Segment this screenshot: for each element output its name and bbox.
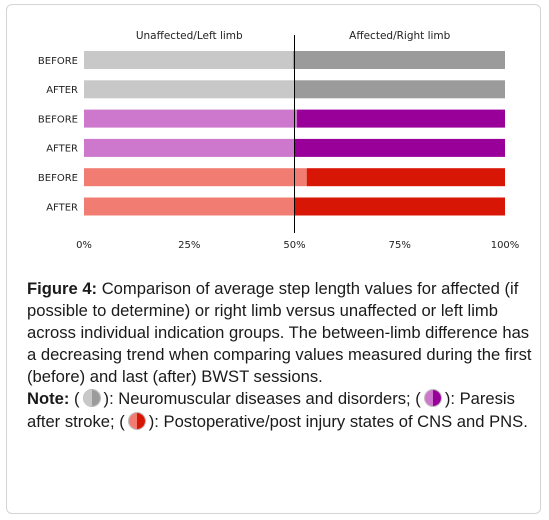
category-label: AFTER — [46, 144, 78, 155]
bar-left-1-1 — [84, 138, 295, 157]
note-entry-stroke: Paresis after stroke; — [27, 389, 515, 431]
figure-frame: Unaffected/Left limb Affected/Right limb B… — [6, 4, 541, 514]
bar-left-1-0 — [84, 109, 298, 128]
bar-right-1-1 — [294, 138, 505, 157]
bar-right-2-1 — [294, 197, 505, 216]
bar-left-2-0 — [84, 168, 307, 187]
bar-right-1-0 — [297, 109, 505, 128]
x-tick-label: 75% — [389, 240, 411, 251]
bar-left-0-1 — [84, 80, 295, 99]
category-label: AFTER — [46, 202, 78, 213]
bar-right-2-0 — [306, 168, 505, 187]
note-entry-neuromuscular: Neuromuscular diseases and disorders; — [118, 389, 411, 409]
bar-left-2-1 — [84, 197, 295, 216]
x-tick-label: 25% — [178, 240, 200, 251]
category-label: AFTER — [46, 85, 78, 96]
purple-circle-icon — [423, 389, 442, 408]
grey-circle-icon — [82, 389, 101, 408]
header-left-limb: Unaffected/Left limb — [136, 30, 243, 42]
caption-paragraph: Figure 4: Comparison of average step len… — [27, 278, 539, 388]
note-label: Note: — [27, 389, 70, 409]
category-label: BEFORE — [38, 114, 78, 125]
header-right-limb: Affected/Right limb — [349, 30, 450, 42]
category-label: BEFORE — [38, 56, 78, 67]
stacked-bar-chart: Unaffected/Left limb Affected/Right limb B… — [38, 30, 520, 251]
bar-right-0-0 — [292, 51, 505, 69]
bar-left-0-0 — [84, 51, 293, 69]
caption-text: Comparison of average step length values… — [27, 279, 532, 387]
red-circle-icon — [127, 411, 146, 430]
x-tick-label: 0% — [76, 240, 92, 251]
bar-right-0-1 — [294, 80, 505, 99]
note-paragraph: Note: (): Neuromuscular diseases and dis… — [27, 389, 528, 431]
figure-caption: Figure 4: Comparison of average step len… — [27, 278, 539, 433]
x-tick-label: 100% — [491, 240, 520, 251]
caption-label: Figure 4: — [27, 279, 98, 298]
category-label: BEFORE — [38, 173, 78, 184]
x-tick-label: 50% — [283, 240, 305, 251]
note-entry-postoperative: Postoperative/post injury states of CNS … — [163, 411, 528, 431]
